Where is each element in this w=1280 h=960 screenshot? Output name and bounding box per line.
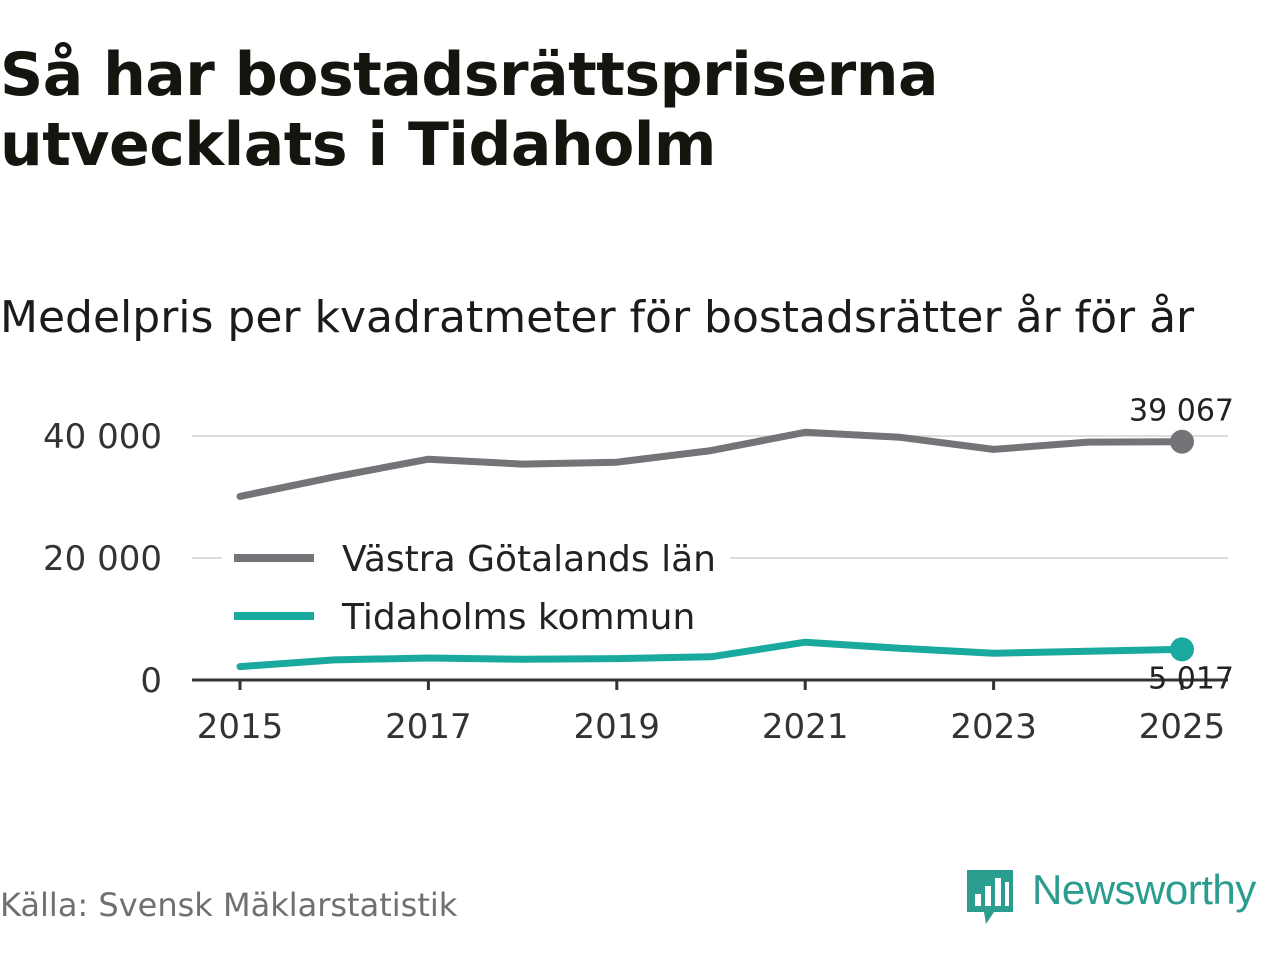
x-axis: 2015 2017 2019 2021 2023 2025 bbox=[192, 678, 1228, 747]
chart-subtitle: Medelpris per kvadratmeter för bostadsrä… bbox=[0, 292, 1195, 343]
end-value-label: 39 067 bbox=[1129, 394, 1234, 429]
legend-background bbox=[222, 526, 730, 646]
series-line bbox=[236, 428, 1186, 500]
brand-name: Newsworthy bbox=[1032, 866, 1256, 913]
newsworthy-logo-icon bbox=[967, 870, 1013, 924]
x-tick-label: 2021 bbox=[762, 707, 849, 747]
chart-title: Så har bostadsrättspriserna utvecklats i… bbox=[0, 40, 938, 180]
x-tick-label: 2025 bbox=[1139, 707, 1226, 747]
y-tick-label: 0 bbox=[140, 661, 162, 701]
end-point-marker bbox=[1170, 429, 1194, 454]
series-line bbox=[236, 638, 1186, 671]
x-tick-label: 2023 bbox=[950, 707, 1037, 747]
x-tick-label: 2017 bbox=[385, 707, 472, 747]
y-tick-label: 40 000 bbox=[43, 417, 162, 457]
y-tick-label: 20 000 bbox=[43, 539, 162, 579]
end-value-label: 5 017 bbox=[1148, 661, 1234, 696]
legend-label: Tidaholms kommun bbox=[341, 597, 695, 638]
x-tick-label: 2019 bbox=[574, 707, 661, 747]
series-lines bbox=[236, 428, 1194, 671]
legend: Västra Götalands län Tidaholms kommun bbox=[222, 526, 730, 646]
source-note: Källa: Svensk Mäklarstatistik bbox=[0, 886, 458, 924]
legend-label: Västra Götalands län bbox=[342, 539, 716, 580]
y-axis: 0 20 000 40 000 bbox=[43, 417, 162, 701]
line-chart: 0 20 000 40 000 2015 2017 2019 2021 2023 2025 V… bbox=[43, 394, 1234, 747]
brand-logo: Newsworthy bbox=[964, 864, 1274, 928]
end-point-marker bbox=[1170, 637, 1194, 662]
end-labels: 39 067 5 017 bbox=[1129, 394, 1234, 697]
x-tick-label: 2015 bbox=[197, 707, 284, 747]
